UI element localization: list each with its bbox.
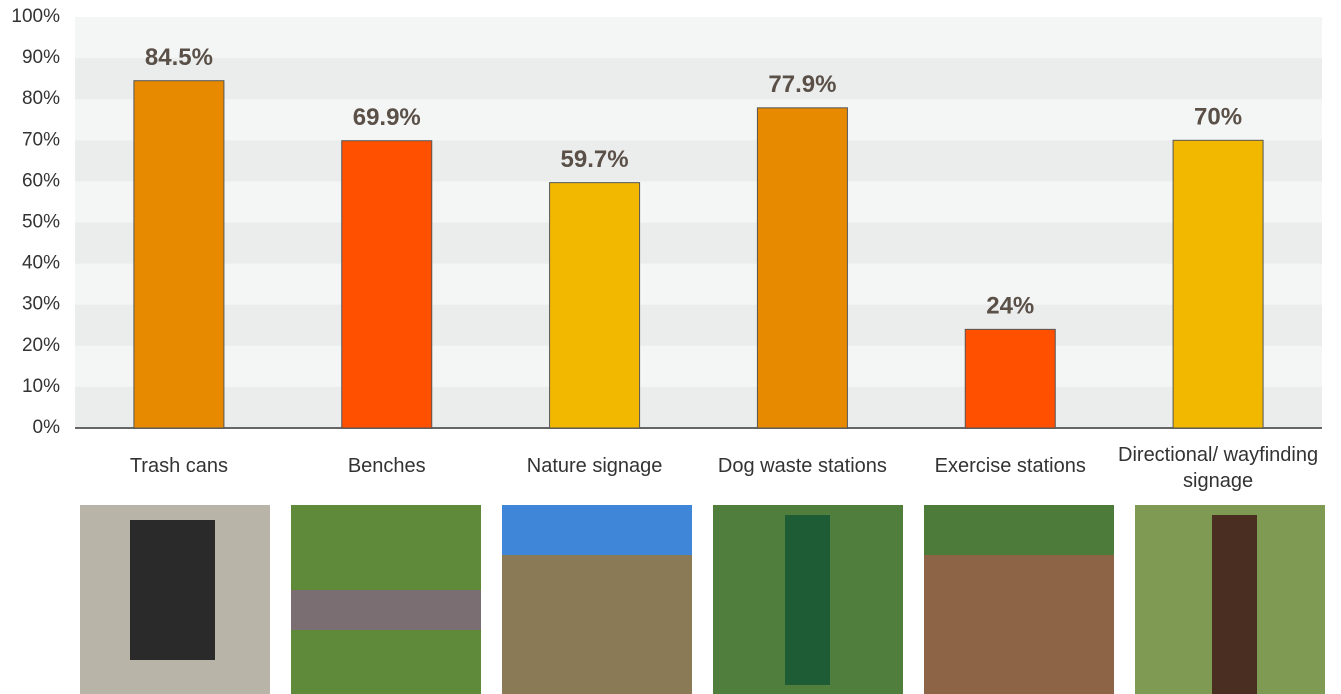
x-tick-label: Trash cans xyxy=(129,455,228,477)
y-tick-label: 10% xyxy=(22,376,60,397)
y-tick-label: 50% xyxy=(22,212,60,233)
grid-band xyxy=(75,99,1322,141)
value-label: 77.9% xyxy=(768,71,836,98)
bar xyxy=(341,140,433,429)
photos xyxy=(80,505,1325,694)
x-tick-label: Dog waste stations xyxy=(717,455,887,477)
x-tick-label: Benches xyxy=(347,455,426,477)
bar xyxy=(1172,139,1264,429)
value-label: 70% xyxy=(1194,104,1242,131)
value-label: 84.5% xyxy=(145,44,213,71)
y-tick-label: 100% xyxy=(11,6,60,27)
y-tick-label: 90% xyxy=(22,47,60,68)
value-label: 24% xyxy=(986,293,1034,320)
y-tick-label: 60% xyxy=(22,170,60,191)
bar xyxy=(133,80,225,429)
x-tick-label: Nature signage xyxy=(526,455,663,477)
y-tick-label: 70% xyxy=(22,129,60,150)
y-tick-label: 30% xyxy=(22,294,60,315)
value-label: 59.7% xyxy=(561,146,629,173)
y-tick-label: 40% xyxy=(22,253,60,274)
x-tick-label: Exercise stations xyxy=(934,455,1086,477)
value-label: 69.9% xyxy=(353,104,421,131)
grid-band xyxy=(75,263,1322,305)
photo-detail xyxy=(291,590,481,630)
x-tick-label: Directional/ wayfinding signage xyxy=(1118,444,1319,492)
y-tick-label: 0% xyxy=(33,417,61,438)
grid-band xyxy=(75,345,1322,387)
y-tick-label: 20% xyxy=(22,335,60,356)
bar xyxy=(756,107,848,429)
grid-band xyxy=(75,181,1322,223)
y-tick-label: 80% xyxy=(22,88,60,109)
grid-band xyxy=(75,17,1322,59)
photo-detail xyxy=(130,520,215,660)
photo-detail xyxy=(502,505,692,555)
bar xyxy=(964,328,1056,429)
photo-detail xyxy=(924,505,1114,555)
photo-detail xyxy=(1212,515,1257,694)
bar xyxy=(549,182,641,429)
photo-detail xyxy=(785,515,830,685)
